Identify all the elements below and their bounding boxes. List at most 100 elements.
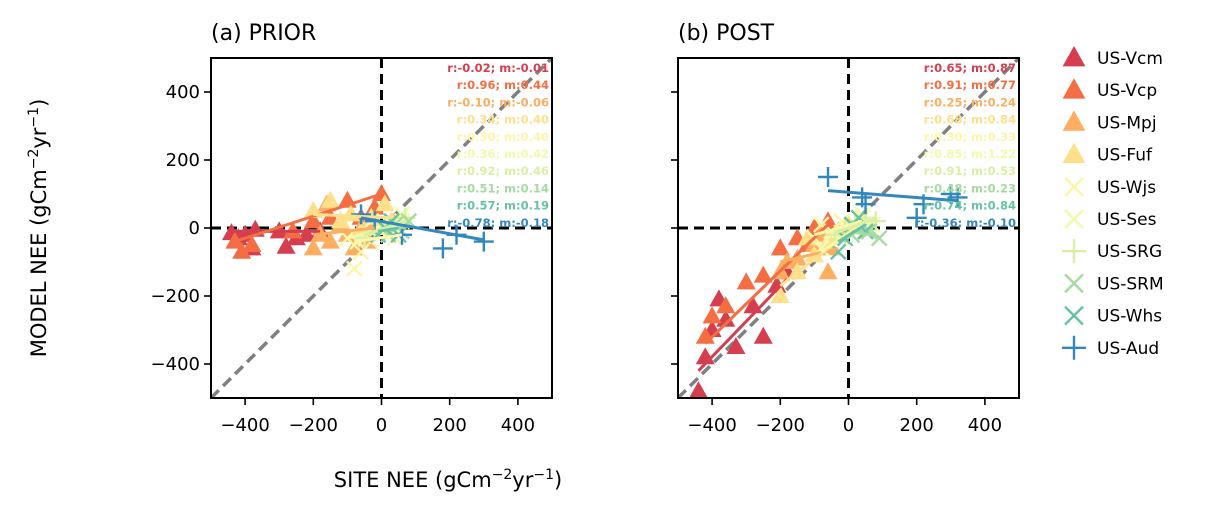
x-tick-label: −200: [756, 415, 805, 436]
stat-label-us-srm: r:0.51; m:0.14: [457, 181, 549, 195]
stat-label-us-srg: r:0.91; m:0.53: [924, 164, 1016, 178]
stat-label-us-whs: r:0.57; m:0.19: [457, 199, 549, 213]
fit-line-us-mpj: [313, 226, 375, 237]
legend-item-us-aud: US-Aud: [1062, 335, 1159, 360]
fit-line-us-vcm: [697, 277, 789, 372]
fit-line-us-whs: [837, 223, 867, 243]
point-us-vcm: [276, 236, 296, 254]
point-us-vcm: [726, 337, 746, 354]
point-us-mpj: [303, 238, 323, 256]
legend: US-Vcm US-Vcp US-Mpj US-Fuf US-Wjs US-Ses US-S…: [1062, 46, 1164, 360]
legend-item-us-mpj: US-Mpj: [1062, 110, 1157, 133]
point-us-vcm: [689, 381, 708, 398]
legend-marker-us-ses: [1064, 209, 1084, 229]
stat-label-us-mpj: r:0.25; m:0.24: [924, 95, 1016, 109]
panel-title-post: (b) POST: [678, 21, 775, 46]
stat-label-us-wjs: r:0.30; m:0.40: [457, 130, 549, 144]
point-us-vcm: [753, 326, 773, 344]
x-tick-label: 0: [376, 415, 387, 436]
panel-prior: (a) PRIOR −400 −200 0 200 400 −400 −200 0 200 400…: [151, 21, 553, 436]
fit-line-us-mpj: [779, 246, 839, 264]
stat-label-us-vcm: r:0.65; m:0.87: [924, 61, 1016, 75]
point-us-aud: [432, 238, 453, 259]
x-tick-label: 0: [843, 415, 854, 436]
legend-marker-us-vcp: [1062, 78, 1086, 99]
legend-label: US-Wjs: [1097, 178, 1156, 198]
point-us-aud: [473, 231, 494, 252]
legend-item-us-srg: US-SRG: [1062, 239, 1162, 264]
legend-label: US-Fuf: [1097, 146, 1153, 166]
point-us-aud: [818, 167, 839, 187]
point-us-aud: [855, 194, 876, 215]
plot-area-post: [678, 58, 1019, 398]
legend-label: US-Vcp: [1097, 81, 1157, 101]
point-us-aud: [351, 204, 372, 225]
point-us-vcp: [303, 211, 323, 229]
fit-line-us-aud: [360, 216, 485, 242]
y-tick-label: −200: [151, 286, 200, 307]
legend-item-us-whs: US-Whs: [1064, 305, 1162, 327]
stat-label-us-mpj: r:-0.10; m:-0.06: [447, 95, 549, 109]
x-tick-label: −400: [220, 415, 269, 436]
legend-marker-us-srg: [1062, 239, 1086, 264]
fit-line-us-srm: [851, 229, 880, 238]
point-us-fuf: [375, 194, 395, 212]
panel-post: (b) POST −400 −200 0 200 400 r:0.65; m:0.87r…: [671, 21, 1020, 436]
x-tick-label: 400: [968, 415, 1002, 436]
x-tick-label: 200: [900, 415, 934, 436]
point-us-fuf: [331, 211, 351, 229]
stat-label-us-aud: r:-0.36; m:-0.10: [914, 216, 1016, 230]
x-tick-label: −400: [687, 415, 736, 436]
x-tick-label: 200: [433, 415, 467, 436]
x-axis-title: SITE NEE (gCm−2yr−1): [334, 467, 562, 492]
point-us-aud: [906, 207, 927, 228]
stats-post: r:0.65; m:0.87 r:0.91; m:0.77 r:0.25; m:0.…: [914, 61, 1016, 230]
stat-label-us-wjs: r:0.30; m:0.33: [924, 130, 1016, 144]
legend-item-us-srm: US-SRM: [1064, 273, 1164, 294]
fit-line-us-srg: [834, 216, 877, 235]
point-us-vcp: [716, 296, 736, 314]
point-us-srm: [870, 229, 888, 247]
legend-label: US-Whs: [1097, 307, 1162, 327]
point-us-vcp: [736, 272, 756, 290]
legend-item-us-wjs: US-Wjs: [1064, 176, 1156, 198]
legend-label: US-SRM: [1097, 274, 1164, 294]
fit-line-us-aud: [827, 189, 958, 203]
legend-marker-us-wjs: [1064, 176, 1084, 197]
stat-label-us-srm: r:0.48; m:0.23: [924, 181, 1016, 195]
y-tick-label: −400: [151, 354, 200, 375]
stat-label-us-ses: r:0.36; m:0.42: [457, 147, 549, 161]
stat-label-us-whs: r:0.74; m:0.84: [924, 199, 1016, 213]
fit-line-us-vcp: [234, 192, 382, 244]
legend-marker-us-mpj: [1062, 110, 1086, 131]
stat-label-us-vcm: r:-0.02; m:-0.01: [447, 61, 549, 75]
point-us-vcp: [770, 238, 790, 256]
panel-title-prior: (a) PRIOR: [211, 21, 316, 46]
point-us-vcp: [702, 306, 722, 324]
legend-marker-us-aud: [1062, 335, 1086, 360]
legend-marker-us-fuf: [1062, 142, 1086, 163]
stat-label-us-srg: r:0.92; m:0.46: [457, 164, 549, 178]
legend-item-us-fuf: US-Fuf: [1062, 142, 1153, 166]
point-us-vcp: [372, 184, 391, 201]
legend-item-us-ses: US-Ses: [1064, 209, 1157, 230]
stats-prior: r:-0.02; m:-0.01 r:0.96; m:0.44 r:-0.10; m…: [447, 61, 549, 230]
point-us-wjs: [345, 260, 363, 278]
stat-label-us-ses: r:0.85; m:1.22: [924, 147, 1016, 161]
point-us-aud: [947, 187, 968, 208]
ticks-prior: −400 −200 0 200 400 −400 −200 0 200 400: [151, 82, 536, 436]
legend-marker-us-whs: [1064, 305, 1084, 326]
legend-marker-us-srm: [1064, 273, 1084, 294]
series-us-aud: [818, 167, 968, 228]
y-tick-label: 0: [189, 218, 200, 239]
point-us-vcp: [232, 241, 252, 259]
fit-line-us-wjs: [813, 219, 863, 237]
stat-label-us-fuf: r:0.34; m:0.40: [457, 113, 549, 127]
x-tick-label: −200: [289, 415, 338, 436]
y-axis-title: MODEL NEE (gCm−2yr−1): [26, 99, 51, 358]
legend-label: US-Vcm: [1097, 49, 1163, 69]
legend-item-us-vcm: US-Vcm: [1062, 46, 1163, 69]
legend-label: US-Aud: [1097, 339, 1159, 359]
fit-line-us-whs: [377, 226, 399, 233]
